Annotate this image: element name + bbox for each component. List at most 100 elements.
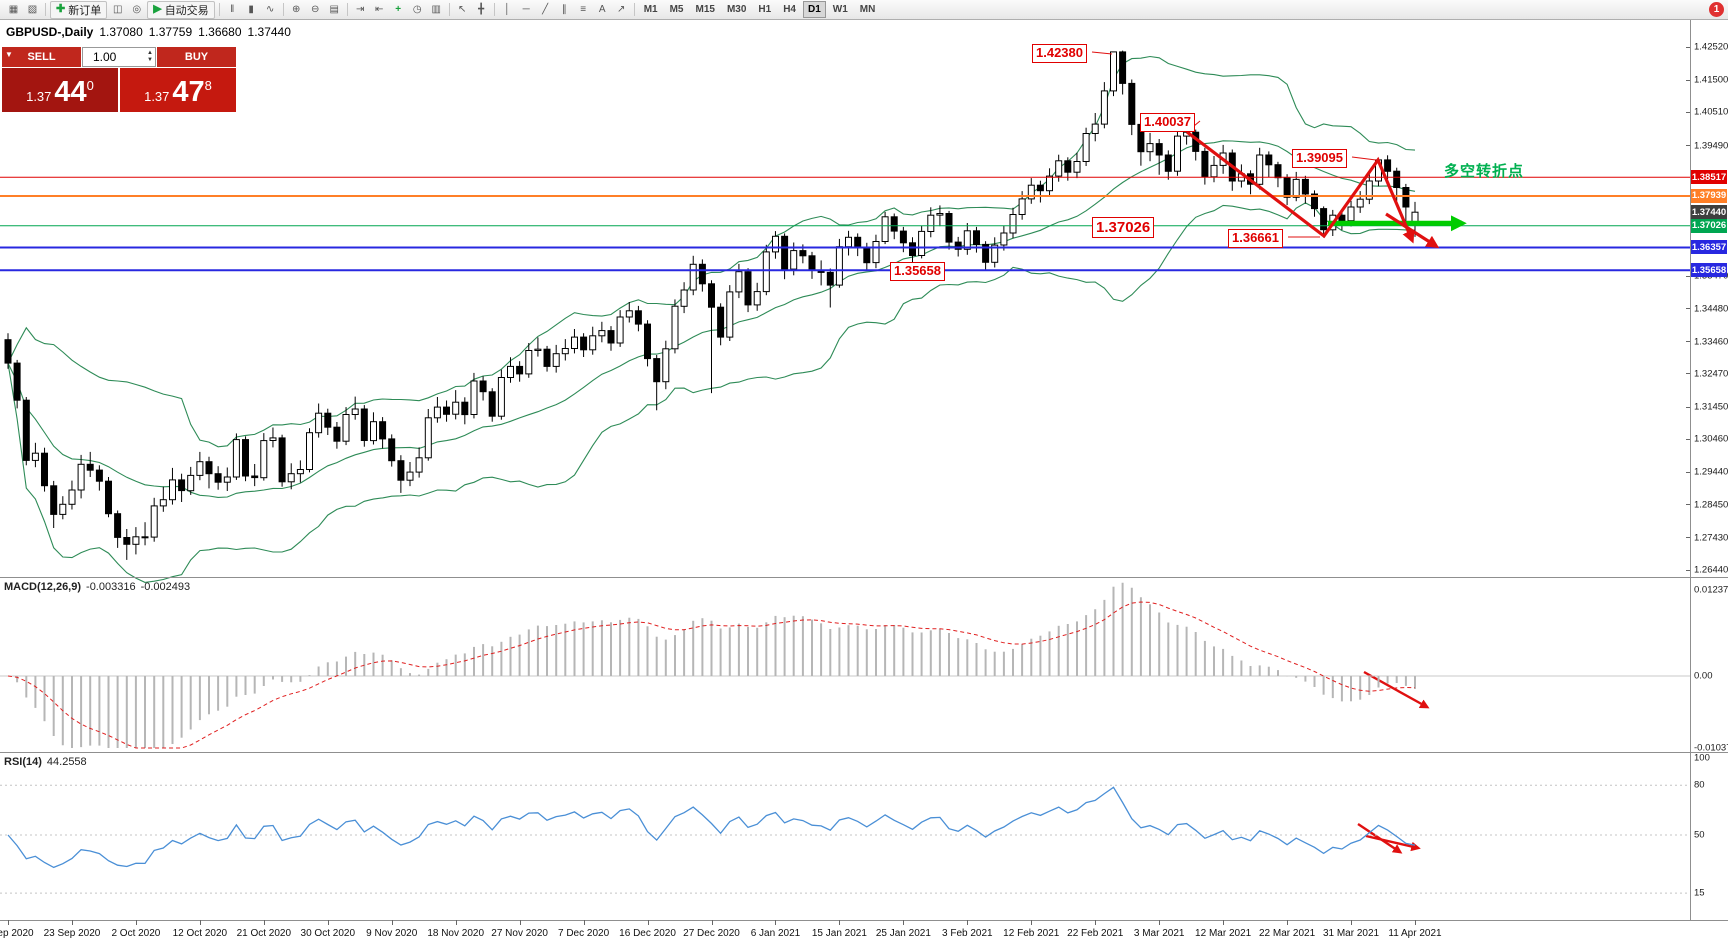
chevron-down-icon[interactable]: ▼ <box>5 50 13 59</box>
new-chart-icon[interactable]: ▦ <box>8 3 19 15</box>
panel-divider[interactable] <box>0 577 1728 578</box>
price-tick-label: 1.40510 <box>1694 106 1728 118</box>
candle-body <box>31 452 39 461</box>
timeframe-M5[interactable]: M5 <box>669 4 684 15</box>
templates-icon[interactable]: ▥ <box>431 3 441 15</box>
open-value: 1.37080 <box>99 25 143 39</box>
candle-body <box>561 348 569 355</box>
rsi-name: RSI(14) <box>4 756 42 768</box>
vertical-line-icon[interactable]: │ <box>504 3 511 15</box>
candle-body <box>86 463 94 471</box>
crosshair-icon[interactable]: ╋ <box>478 3 485 15</box>
cursor-icon[interactable]: ↖ <box>457 3 467 15</box>
sell-button[interactable]: ▼ SELL <box>2 47 81 67</box>
zoom-in-icon[interactable]: ⊕ <box>291 3 301 15</box>
candle-body <box>141 536 149 539</box>
buy-button[interactable]: BUY <box>157 47 236 67</box>
candle-body <box>973 230 980 246</box>
candle-body <box>790 250 798 270</box>
sell-price-button[interactable]: 1.37 44 0 <box>2 68 118 112</box>
candle-body <box>954 241 962 250</box>
candle-body <box>580 336 588 351</box>
volume-down-icon[interactable]: ▼ <box>147 57 153 63</box>
trend-arrow <box>1365 834 1421 852</box>
candle-body <box>762 251 770 293</box>
price-tickmark <box>1686 537 1690 539</box>
date-label: 3 Feb 2021 <box>942 928 993 939</box>
notification-badge[interactable]: 1 <box>1709 2 1724 17</box>
text-icon[interactable]: A <box>598 3 606 15</box>
auto-scroll-icon[interactable]: ⇥ <box>355 3 365 15</box>
price-tickmark <box>1686 504 1690 506</box>
time-tickmark <box>647 920 649 925</box>
candle-body <box>296 469 304 475</box>
candle-body <box>287 473 295 483</box>
candle-body <box>982 243 990 263</box>
navigator-icon[interactable]: ◎ <box>132 3 142 15</box>
date-label: 25 Jan 2021 <box>875 928 931 939</box>
toolbar-separator <box>346 3 348 16</box>
arrow-tool-icon[interactable]: ↗ <box>616 3 626 15</box>
toolbar-separator <box>218 3 220 16</box>
time-tickmark <box>711 920 713 925</box>
volume-up-icon[interactable]: ▲ <box>147 50 153 56</box>
candle-body <box>1000 232 1008 246</box>
trend-arrow <box>1186 130 1415 244</box>
buy-price-button[interactable]: 1.37 47 8 <box>120 68 236 112</box>
candle-body <box>1384 159 1392 172</box>
candle-body <box>516 365 524 375</box>
trendline-icon[interactable]: ╱ <box>542 3 549 15</box>
indicators-icon[interactable]: + <box>395 3 402 15</box>
candle-body <box>1036 184 1044 192</box>
volume-input[interactable]: 1.00 ▲ ▼ <box>82 47 156 67</box>
candle-body <box>123 537 131 545</box>
candle-body <box>278 437 286 483</box>
horizontal-line-icon[interactable]: ─ <box>522 3 530 15</box>
timeframe-D1[interactable]: D1 <box>803 1 826 18</box>
rsi-axis-label: 100 <box>1694 752 1710 764</box>
candle-body <box>607 330 615 344</box>
timeframe-M15[interactable]: M15 <box>695 4 715 15</box>
timeframe-W1[interactable]: W1 <box>832 4 848 15</box>
line-chart-icon[interactable]: ∿ <box>265 3 275 15</box>
low-value: 1.36680 <box>198 25 242 39</box>
time-tickmark <box>263 920 265 925</box>
candle-body <box>598 330 606 337</box>
market-watch-icon[interactable]: ◫ <box>112 3 123 15</box>
candle-body <box>223 476 231 483</box>
new-order-button[interactable]: ✚ 新订单 <box>50 0 108 19</box>
candle-body <box>543 348 551 367</box>
macd-main-value: -0.003316 <box>86 581 136 593</box>
candlestick-chart-icon[interactable]: ▮ <box>248 3 254 15</box>
buy-price-small: 1.37 <box>144 89 170 104</box>
periods-icon[interactable]: ◷ <box>412 3 422 15</box>
macd-signal-line <box>7 601 1416 749</box>
candle-body <box>187 474 195 492</box>
candle-body <box>424 417 432 459</box>
timeframe-MN[interactable]: MN <box>859 4 876 15</box>
panel-divider[interactable] <box>0 752 1728 753</box>
candle-body <box>589 335 597 351</box>
price-tick-label: 1.31450 <box>1694 401 1728 413</box>
timeframe-H1[interactable]: H1 <box>758 4 772 15</box>
channel-icon[interactable]: ∥ <box>561 3 567 15</box>
candle-body <box>744 271 752 306</box>
price-tickmark <box>1686 308 1690 309</box>
timeframe-H4[interactable]: H4 <box>783 4 796 15</box>
bar-chart-icon[interactable]: ‖ <box>230 3 235 15</box>
candle-body <box>918 230 926 256</box>
auto-trading-button[interactable]: ▶ 自动交易 <box>147 0 215 19</box>
candle-body <box>22 399 30 461</box>
fibonacci-icon[interactable]: ≡ <box>580 3 587 15</box>
price-annotation: 1.37026 <box>1092 217 1155 239</box>
tile-windows-icon[interactable]: ▤ <box>329 3 339 15</box>
buy-price-big: 47 <box>172 76 205 108</box>
zoom-out-icon[interactable]: ⊖ <box>310 3 320 15</box>
price-tag: 1.37939 <box>1691 188 1727 203</box>
timeframe-M30[interactable]: M30 <box>726 4 747 15</box>
profiles-icon[interactable]: ▧ <box>27 3 38 15</box>
chart-shift-icon[interactable]: ⇤ <box>374 3 384 15</box>
timeframe-M1[interactable]: M1 <box>643 4 658 15</box>
macd-name: MACD(12,26,9) <box>4 581 82 593</box>
